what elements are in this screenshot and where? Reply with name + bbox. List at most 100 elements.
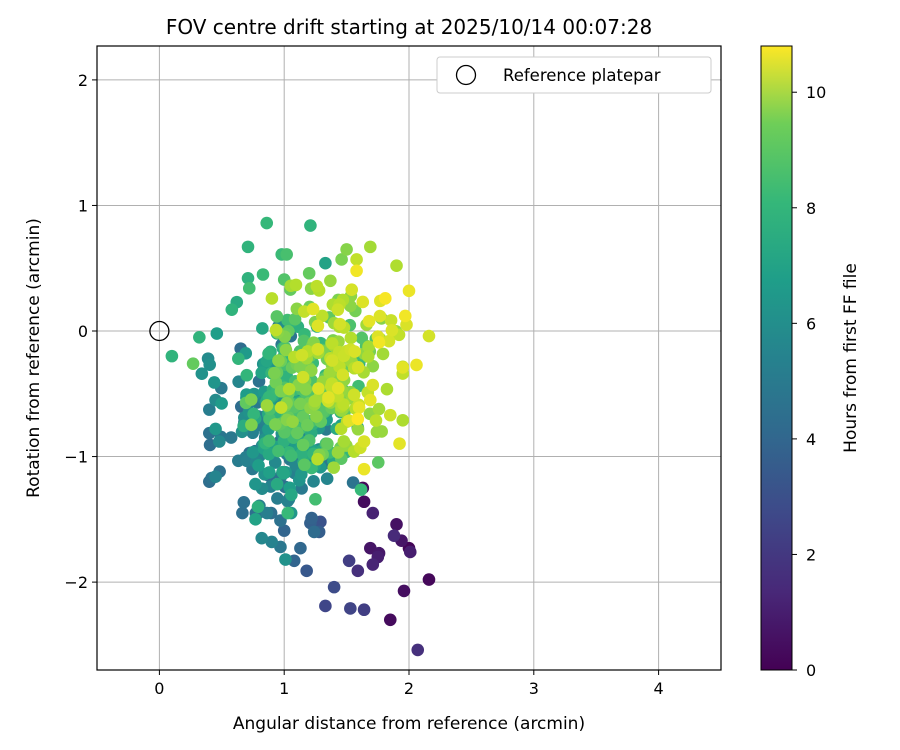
scatter-point (236, 506, 249, 520)
scatter-point (209, 422, 222, 436)
scatter-point (354, 483, 368, 496)
scatter-point (315, 309, 329, 323)
x-tick-label: 3 (529, 679, 539, 698)
scatter-point (256, 322, 269, 335)
scatter-point (312, 382, 325, 395)
y-tick-label: 0 (78, 322, 88, 341)
scatter-point (295, 348, 309, 362)
scatter-point (385, 323, 399, 337)
scatter-point (333, 317, 347, 331)
scatter-point (357, 603, 371, 617)
scatter-point (294, 361, 307, 374)
scatter-point (251, 500, 265, 514)
scatter-point (195, 367, 209, 380)
scatter-point (422, 329, 436, 343)
scatter-point (265, 292, 279, 305)
scatter-point (244, 393, 258, 406)
scatter-point (284, 449, 298, 463)
scatter-point (294, 541, 307, 555)
x-tick-label: 4 (654, 679, 664, 698)
data-points (149, 216, 436, 657)
scatter-point (383, 613, 397, 627)
scatter-point (322, 391, 335, 404)
scatter-point (335, 253, 348, 266)
scatter-point (362, 314, 376, 328)
scatter-point (347, 388, 361, 402)
scatter-point (396, 361, 410, 374)
scatter-point (311, 343, 325, 356)
scatter-point (308, 394, 322, 408)
legend-box (436, 56, 712, 94)
scatter-point (362, 340, 375, 354)
scatter-point (340, 243, 353, 256)
scatter-point (325, 354, 339, 367)
scatter-point (298, 458, 311, 472)
scatter-point (203, 403, 216, 416)
scatter-point (390, 259, 403, 273)
scatter-point (249, 513, 262, 526)
scatter-point (208, 376, 221, 389)
scatter-point (272, 444, 285, 458)
scatter-point (310, 279, 324, 293)
scatter-point (260, 216, 274, 230)
scatter-point (366, 359, 380, 373)
scatter-point (280, 248, 293, 261)
scatter-point (331, 303, 345, 316)
scatter-point (307, 525, 321, 539)
scatter-point (352, 401, 366, 414)
colorbar-ticks: 0 2 4 6 8 10 (792, 83, 826, 680)
scatter-point (262, 434, 276, 448)
scatter-point (252, 459, 265, 472)
scatter-point (364, 393, 377, 407)
colorbar-tick-label: 10 (806, 83, 826, 102)
scatter-point (309, 492, 322, 506)
scatter-point (393, 437, 406, 450)
scatter-point (237, 496, 251, 509)
scatter-point (215, 397, 228, 410)
scatter-point (282, 382, 296, 396)
scatter-point (269, 323, 283, 337)
colorbar-tick-label: 8 (806, 199, 816, 218)
colorbar-tick-label: 6 (806, 314, 816, 333)
legend-marker-icon (455, 64, 477, 86)
colorbar-tick-label: 4 (806, 430, 816, 449)
scatter-point (351, 564, 365, 578)
scatter-point (336, 368, 350, 382)
scatter-point (307, 475, 320, 488)
scatter-point (311, 452, 324, 466)
scatter-point (304, 219, 317, 232)
scatter-point (371, 456, 385, 469)
scatter-point (345, 283, 359, 296)
scatter-point (356, 295, 370, 309)
scatter-point (246, 446, 260, 459)
x-axis-ticks: 0 1 2 3 4 (154, 670, 664, 698)
scatter-point (277, 467, 290, 480)
scatter-point (373, 309, 387, 323)
scatter-point (383, 408, 397, 422)
scatter-point (265, 535, 279, 549)
colorbar-label: Hours from first FF file (841, 263, 861, 453)
scatter-point (351, 412, 365, 426)
scatter-point (241, 271, 255, 285)
scatter-point (422, 573, 436, 586)
scatter-point (290, 426, 304, 440)
scatter-point (325, 337, 339, 350)
scatter-point (232, 352, 245, 365)
scatter-point (245, 418, 258, 432)
scatter-point (324, 274, 337, 288)
scatter-point (270, 310, 284, 323)
scatter-point (289, 278, 303, 292)
scatter-point (321, 437, 334, 451)
scatter-point (285, 488, 298, 502)
scatter-point (410, 358, 423, 372)
scatter-point (193, 330, 206, 344)
scatter-point (331, 381, 345, 395)
scatter-point (262, 347, 275, 360)
scatter-point (263, 466, 276, 479)
scatter-point (296, 438, 310, 452)
scatter-point (327, 461, 341, 474)
scatter-point (396, 413, 410, 427)
scatter-point (364, 240, 377, 254)
scatter-point (323, 366, 337, 380)
